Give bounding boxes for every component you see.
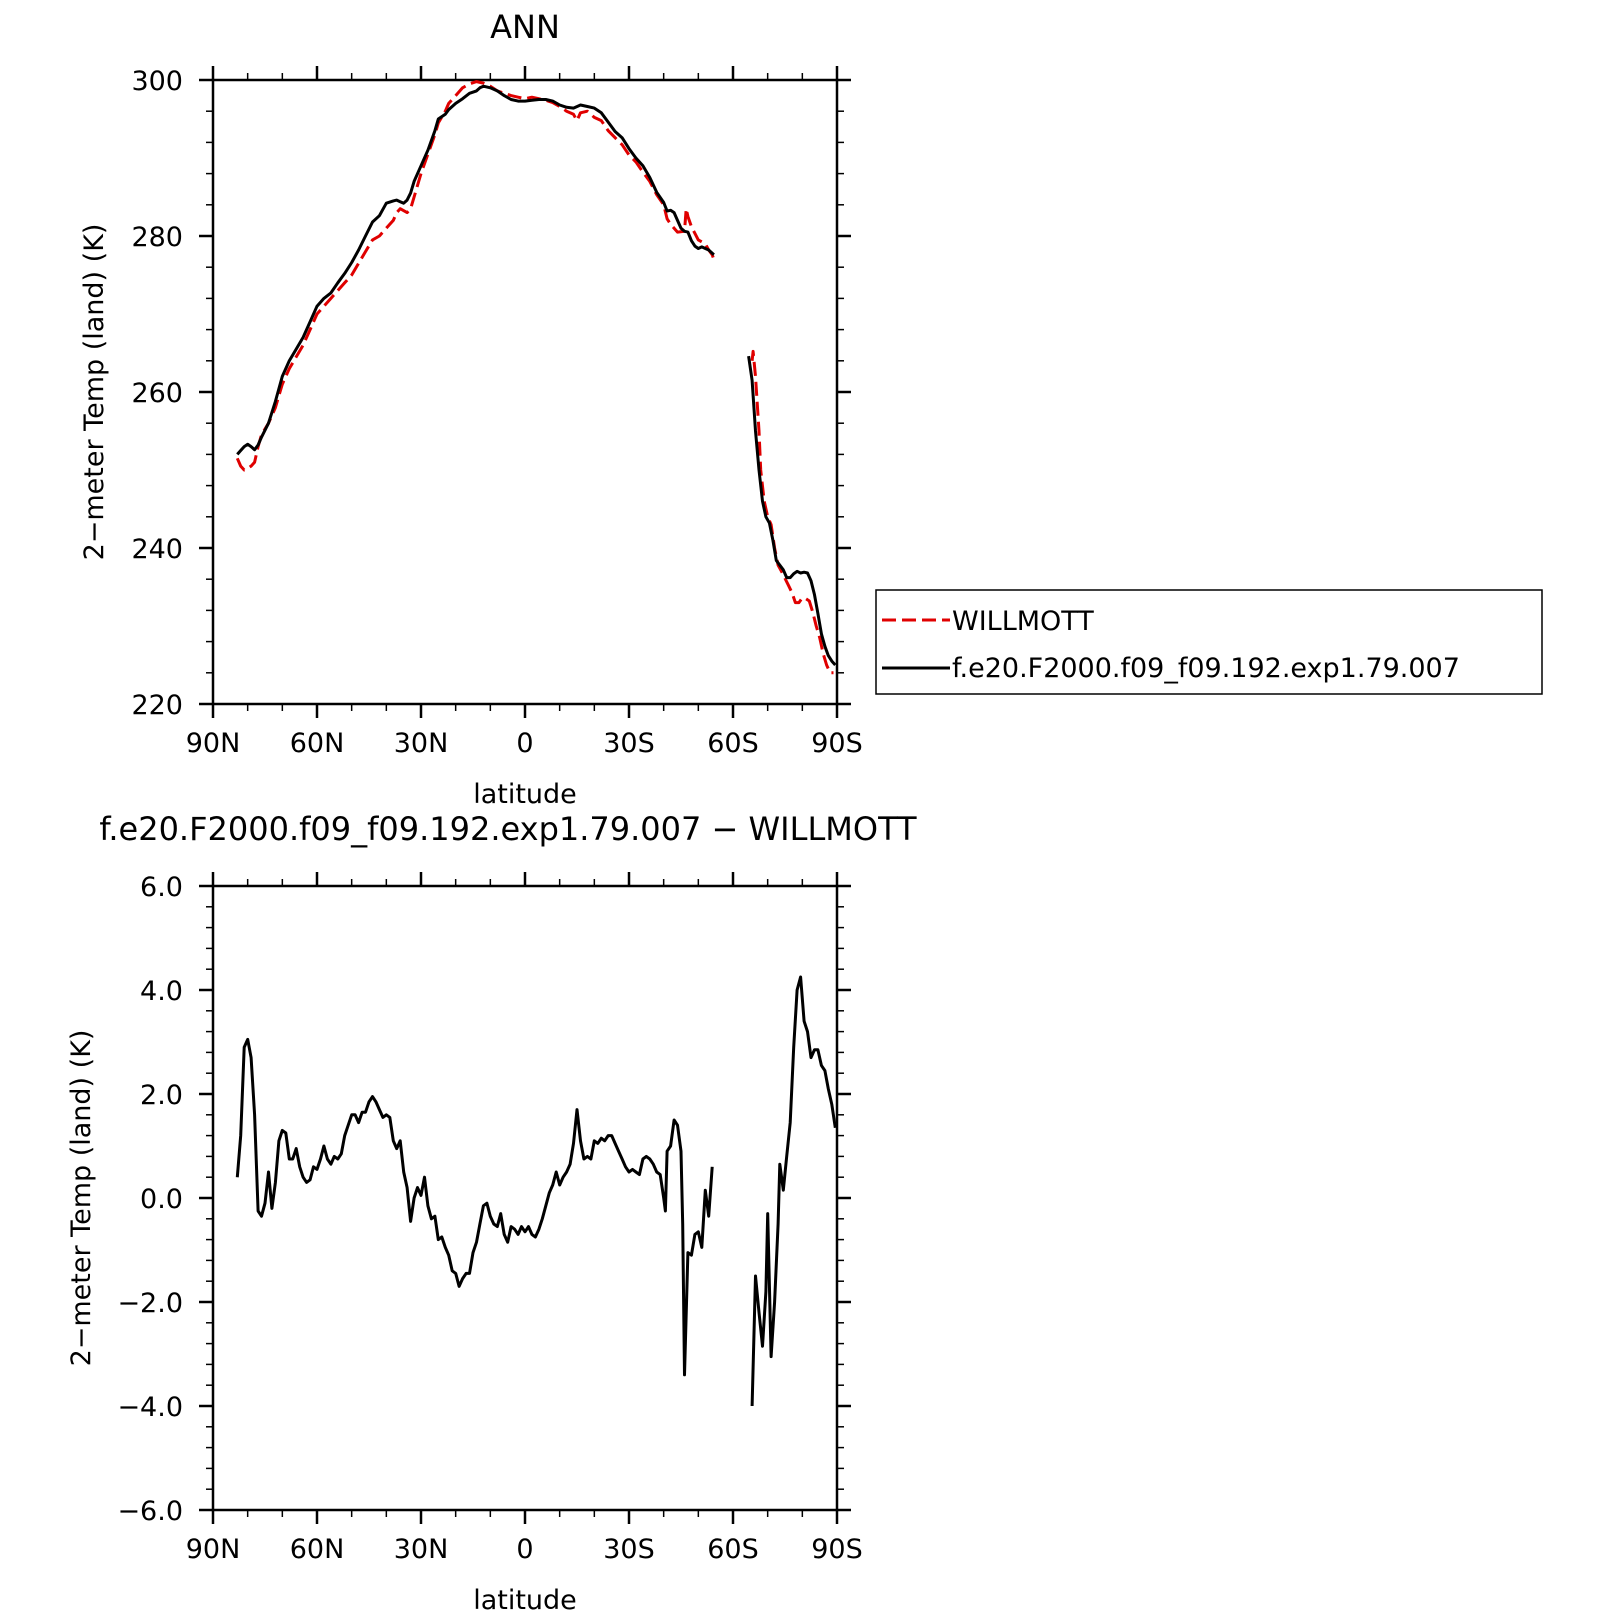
x-tick-label: 30S bbox=[603, 1534, 655, 1565]
y-tick-label: 300 bbox=[131, 66, 183, 97]
chart-title: f.e20.F2000.f09_f09.192.exp1.79.007 − WI… bbox=[99, 810, 917, 848]
x-tick-label: 30N bbox=[394, 728, 449, 759]
x-tick-label: 90N bbox=[186, 1534, 241, 1565]
legend-label-willmott: WILLMOTT bbox=[952, 606, 1094, 637]
x-tick-label: 60N bbox=[290, 1534, 345, 1565]
y-tick-label: 4.0 bbox=[140, 976, 183, 1007]
axis-ticks bbox=[199, 66, 851, 718]
y-tick-label: 0.0 bbox=[140, 1184, 183, 1215]
chart-panel-bottom: f.e20.F2000.f09_f09.192.exp1.79.007 − WI… bbox=[66, 810, 917, 1613]
x-tick-label: 90S bbox=[811, 1534, 863, 1565]
series-line-0-segment-0 bbox=[235, 1037, 714, 1377]
x-axis-label: latitude bbox=[473, 1585, 577, 1613]
x-tick-label: 60S bbox=[707, 1534, 759, 1565]
series-lines bbox=[235, 80, 837, 675]
legend: WILLMOTT f.e20.F2000.f09_f09.192.exp1.79… bbox=[875, 589, 1543, 695]
y-tick-label: 280 bbox=[131, 222, 183, 253]
legend-label-model: f.e20.F2000.f09_f09.192.exp1.79.007 bbox=[952, 653, 1460, 684]
y-tick-label: −2.0 bbox=[117, 1288, 183, 1319]
x-tick-label: 60S bbox=[707, 728, 759, 759]
plot-frame bbox=[211, 884, 839, 1512]
plot-frame bbox=[211, 78, 839, 706]
y-tick-label: 2.0 bbox=[140, 1080, 183, 1111]
y-tick-label: 220 bbox=[131, 690, 183, 721]
y-axis-label: 2−meter Temp (land) (K) bbox=[79, 224, 110, 561]
x-tick-labels: 90N 60N 30N 0 30S 60S 90S bbox=[186, 728, 863, 759]
x-tick-label: 90N bbox=[186, 728, 241, 759]
series-line-0-segment-1 bbox=[750, 349, 834, 675]
y-tick-labels: −6.0 −4.0 −2.0 0.0 2.0 4.0 6.0 bbox=[117, 872, 183, 1527]
legend-box bbox=[875, 589, 1543, 695]
x-tick-label: 60N bbox=[290, 728, 345, 759]
y-tick-label: 6.0 bbox=[140, 872, 183, 903]
chart-title: ANN bbox=[490, 8, 560, 46]
x-tick-label: 0 bbox=[516, 728, 533, 759]
series-line-0-segment-1 bbox=[750, 975, 837, 1407]
y-tick-label: 260 bbox=[131, 378, 183, 409]
x-tick-labels: 90N 60N 30N 0 30S 60S 90S bbox=[186, 1534, 863, 1565]
y-tick-labels: 220 240 260 280 300 bbox=[131, 66, 183, 721]
y-tick-label: −4.0 bbox=[117, 1392, 183, 1423]
series-line-1-segment-1 bbox=[747, 355, 837, 667]
series-line-1-segment-0 bbox=[236, 84, 715, 456]
axis-ticks bbox=[199, 872, 851, 1524]
chart-panel-top: ANN 90N 60N 30N 0 30S 60S 90S 220240260280300 … bbox=[79, 8, 1543, 810]
x-axis-label: latitude bbox=[473, 779, 577, 810]
y-axis-label: 2−meter Temp (land) (K) bbox=[66, 1030, 97, 1367]
y-tick-label: −6.0 bbox=[117, 1496, 183, 1527]
series-line-0-segment-0 bbox=[235, 80, 716, 472]
x-tick-label: 0 bbox=[516, 1534, 533, 1565]
x-tick-label: 90S bbox=[811, 728, 863, 759]
series-lines bbox=[235, 975, 837, 1407]
x-tick-label: 30N bbox=[394, 1534, 449, 1565]
x-tick-label: 30S bbox=[603, 728, 655, 759]
y-tick-label: 240 bbox=[131, 534, 183, 565]
